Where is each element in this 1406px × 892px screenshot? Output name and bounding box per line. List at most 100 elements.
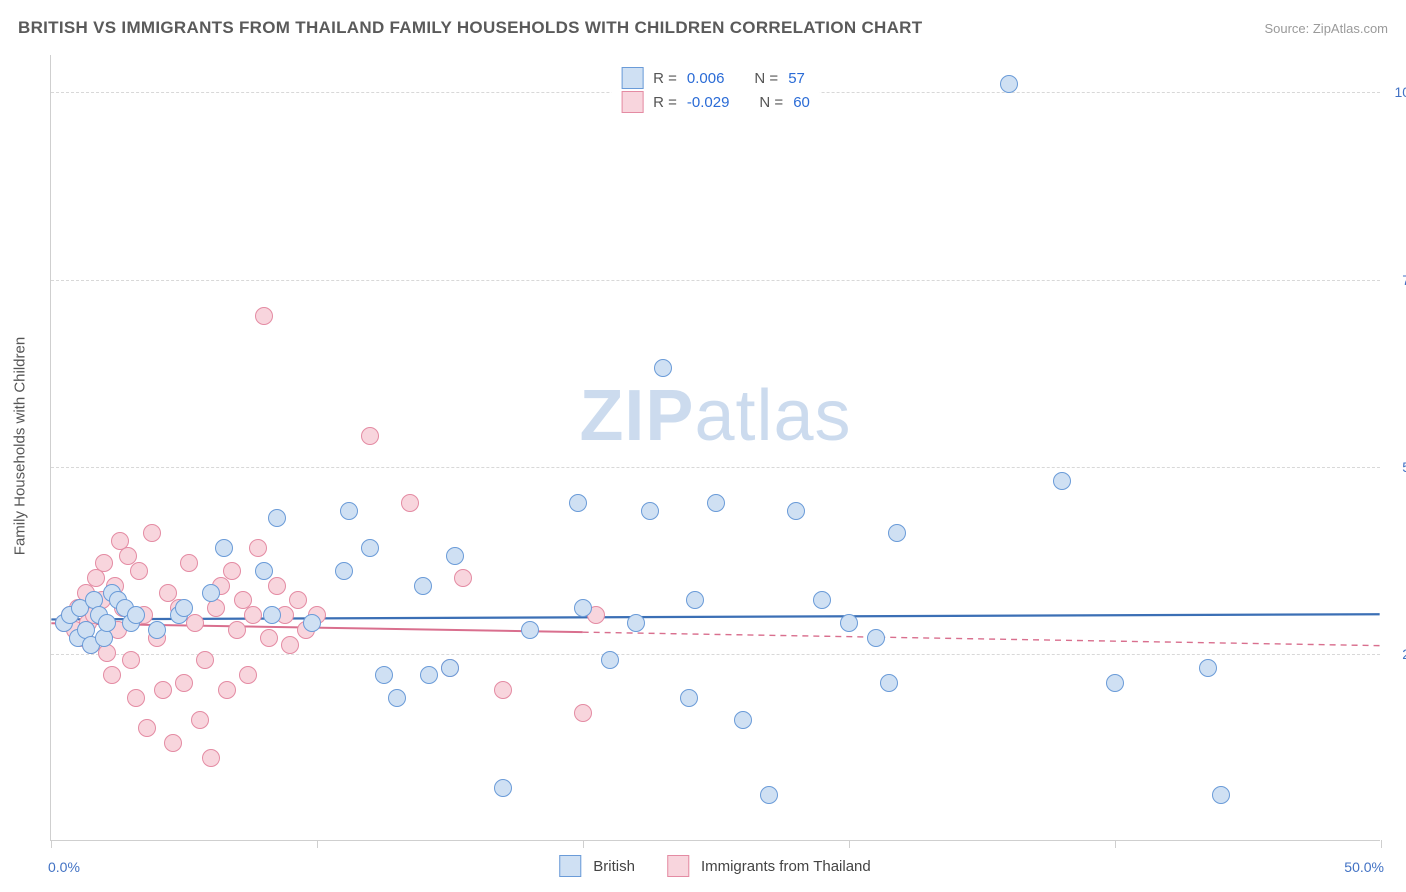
plot-area: ZIPatlas R = 0.006 N = 57 R = -0.029 N =…	[50, 55, 1380, 841]
point-british	[446, 547, 464, 565]
point-thailand	[454, 569, 472, 587]
point-thailand	[401, 494, 419, 512]
watermark: ZIPatlas	[579, 375, 851, 457]
trend-lines	[51, 55, 1380, 840]
point-british	[388, 689, 406, 707]
y-tick-label: 75.0%	[1386, 272, 1406, 288]
point-thailand	[255, 307, 273, 325]
point-thailand	[164, 734, 182, 752]
point-thailand	[494, 681, 512, 699]
point-british	[202, 584, 220, 602]
point-thailand	[281, 636, 299, 654]
legend-label-thailand: Immigrants from Thailand	[701, 858, 871, 875]
point-british	[127, 606, 145, 624]
point-thailand	[574, 704, 592, 722]
point-british	[263, 606, 281, 624]
point-british	[641, 502, 659, 520]
point-thailand	[223, 562, 241, 580]
swatch-british	[621, 67, 643, 89]
correlation-legend: R = 0.006 N = 57 R = -0.029 N = 60	[611, 63, 820, 117]
watermark-bold: ZIP	[579, 376, 694, 456]
point-british	[1000, 75, 1018, 93]
y-axis-title: Family Households with Children	[12, 337, 29, 555]
x-axis-min-label: 0.0%	[48, 859, 80, 875]
point-thailand	[196, 651, 214, 669]
legend-label-british: British	[593, 858, 635, 875]
r-label: R =	[653, 70, 677, 87]
point-thailand	[361, 427, 379, 445]
y-tick-label: 50.0%	[1386, 459, 1406, 475]
point-british	[255, 562, 273, 580]
point-british	[1053, 472, 1071, 490]
point-british	[654, 359, 672, 377]
point-british	[335, 562, 353, 580]
point-thailand	[268, 577, 286, 595]
point-thailand	[289, 591, 307, 609]
watermark-rest: atlas	[694, 376, 851, 456]
point-british	[880, 674, 898, 692]
point-thailand	[202, 749, 220, 767]
point-thailand	[180, 554, 198, 572]
y-tick-label: 25.0%	[1386, 646, 1406, 662]
point-thailand	[95, 554, 113, 572]
point-thailand	[218, 681, 236, 699]
point-thailand	[191, 711, 209, 729]
r-label: R =	[653, 94, 677, 111]
y-tick-label: 100.0%	[1386, 84, 1406, 100]
point-british	[1199, 659, 1217, 677]
x-tick	[849, 840, 850, 848]
gridline	[51, 467, 1380, 468]
point-british	[686, 591, 704, 609]
point-thailand	[186, 614, 204, 632]
point-british	[888, 524, 906, 542]
point-british	[1106, 674, 1124, 692]
point-british	[340, 502, 358, 520]
point-british	[627, 614, 645, 632]
legend-row-thailand: R = -0.029 N = 60	[621, 91, 810, 113]
point-thailand	[143, 524, 161, 542]
point-british	[760, 786, 778, 804]
point-british	[521, 621, 539, 639]
x-tick	[51, 840, 52, 848]
point-british	[574, 599, 592, 617]
point-thailand	[228, 621, 246, 639]
point-thailand	[244, 606, 262, 624]
point-british	[361, 539, 379, 557]
point-thailand	[154, 681, 172, 699]
point-british	[569, 494, 587, 512]
point-thailand	[260, 629, 278, 647]
point-british	[303, 614, 321, 632]
x-tick	[1381, 840, 1382, 848]
point-thailand	[175, 674, 193, 692]
point-british	[734, 711, 752, 729]
point-british	[441, 659, 459, 677]
series-legend: British Immigrants from Thailand	[559, 855, 870, 877]
point-thailand	[249, 539, 267, 557]
point-british	[787, 502, 805, 520]
point-british	[98, 614, 116, 632]
x-tick	[317, 840, 318, 848]
x-tick	[583, 840, 584, 848]
point-thailand	[138, 719, 156, 737]
point-british	[707, 494, 725, 512]
r-value-thailand: -0.029	[687, 94, 730, 111]
n-label: N =	[754, 70, 778, 87]
point-british	[375, 666, 393, 684]
n-label: N =	[759, 94, 783, 111]
point-british	[601, 651, 619, 669]
point-thailand	[239, 666, 257, 684]
swatch-thailand	[621, 91, 643, 113]
x-tick	[1115, 840, 1116, 848]
point-british	[1212, 786, 1230, 804]
point-british	[175, 599, 193, 617]
gridline	[51, 280, 1380, 281]
point-british	[494, 779, 512, 797]
source-credit: Source: ZipAtlas.com	[1264, 21, 1388, 36]
point-thailand	[130, 562, 148, 580]
n-value-british: 57	[788, 70, 805, 87]
point-british	[420, 666, 438, 684]
point-thailand	[122, 651, 140, 669]
legend-row-british: R = 0.006 N = 57	[621, 67, 810, 89]
point-british	[840, 614, 858, 632]
swatch-thailand	[667, 855, 689, 877]
